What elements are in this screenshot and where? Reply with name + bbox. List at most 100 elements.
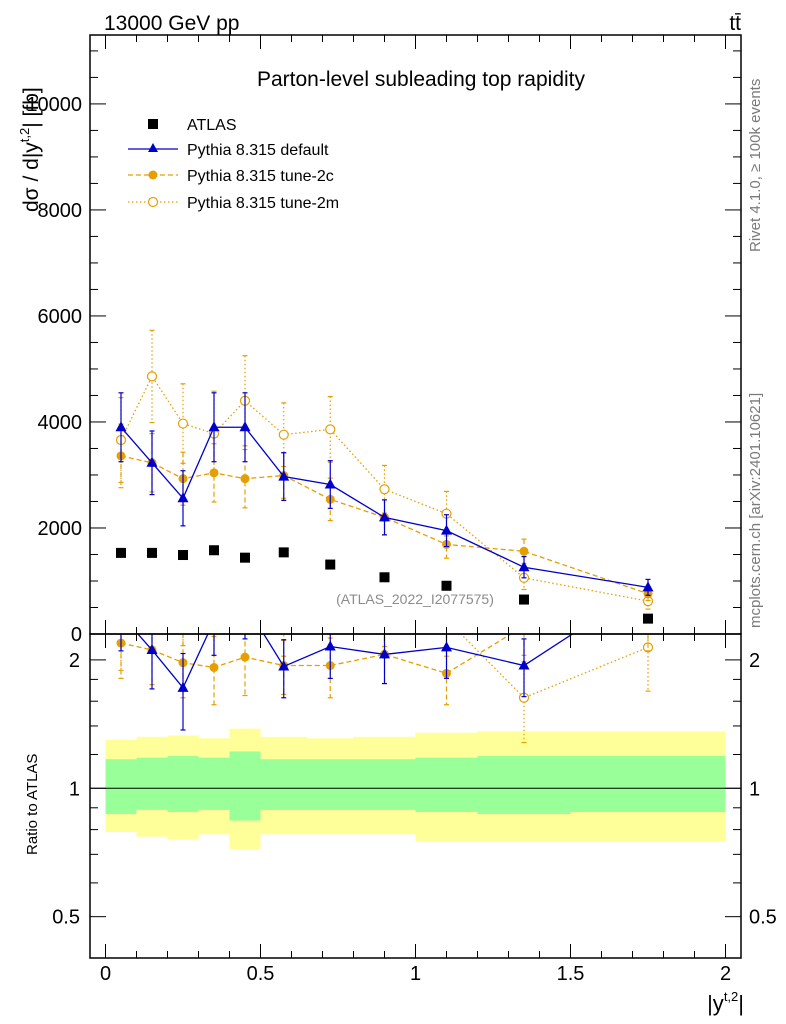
data-point bbox=[642, 581, 654, 592]
ratio-tick-label-right: 0.5 bbox=[749, 907, 777, 929]
data-point bbox=[116, 547, 126, 558]
axes: 0 0.5 1 1.5 2 0 2000 4000 6000 8000 10000 0.5 0.5 1 1 2… bbox=[26, 35, 777, 985]
y-axis-title-main: dσ / d|y bbox=[20, 142, 43, 212]
ratio-band-inner bbox=[136, 757, 168, 810]
data-point bbox=[379, 648, 390, 659]
series-line bbox=[460, 634, 649, 699]
legend-marker-atlas bbox=[148, 119, 158, 129]
ratio-tick-label-left: 0.5 bbox=[52, 907, 80, 929]
data-point bbox=[115, 421, 127, 432]
energy-label: 13000 GeV pp bbox=[104, 12, 239, 35]
legend-label-default: Pythia 8.315 default bbox=[187, 142, 329, 159]
data-point bbox=[208, 421, 220, 432]
data-point bbox=[146, 371, 158, 382]
ratio-axis-title: Ratio to ATLAS bbox=[24, 754, 41, 855]
data-point bbox=[209, 468, 219, 478]
data-point bbox=[519, 594, 529, 605]
ratio-band-inner bbox=[415, 757, 478, 812]
data-point bbox=[441, 641, 452, 652]
rivet-label: Rivet 4.1.0, ≥ 100k events bbox=[747, 79, 764, 252]
data-point bbox=[278, 547, 289, 558]
data-point bbox=[279, 619, 288, 628]
series-atlas-main bbox=[116, 545, 653, 624]
data-point bbox=[240, 598, 251, 608]
y-tick-label: 6000 bbox=[38, 306, 83, 328]
data-point bbox=[239, 421, 251, 432]
data-point bbox=[117, 622, 126, 631]
data-point bbox=[325, 559, 336, 570]
legend-marker-tune-2m bbox=[147, 196, 159, 208]
data-point bbox=[147, 547, 157, 558]
main-plot-area bbox=[115, 329, 654, 624]
legend-marker-default bbox=[148, 143, 158, 152]
y-axis-title-tail: | [fb] bbox=[20, 87, 43, 127]
data-point bbox=[241, 577, 250, 586]
data-point bbox=[326, 583, 335, 592]
data-point bbox=[518, 561, 530, 572]
analysis-id: (ATLAS_2022_I2077575) bbox=[336, 591, 494, 607]
ratio-band-inner bbox=[167, 756, 199, 812]
data-point bbox=[441, 580, 452, 591]
legend-label-tune-2c: Pythia 8.315 tune-2c bbox=[187, 168, 334, 185]
data-point bbox=[146, 643, 158, 654]
y-tick-label: 8000 bbox=[38, 200, 83, 222]
data-point bbox=[518, 659, 530, 670]
data-point bbox=[324, 478, 336, 489]
y-tick-label: 10000 bbox=[26, 94, 82, 116]
data-point bbox=[379, 484, 390, 495]
data-point bbox=[209, 545, 219, 556]
data-point bbox=[210, 622, 219, 631]
legend-item-tune-2c: Pythia 8.315 tune-2c bbox=[128, 168, 334, 185]
data-point bbox=[148, 569, 157, 578]
ratio-band-inner bbox=[105, 759, 137, 815]
data-point bbox=[643, 613, 653, 624]
process-label: tt̄ bbox=[729, 12, 741, 35]
legend-item-atlas: ATLAS bbox=[148, 117, 237, 134]
data-point bbox=[116, 609, 127, 619]
x-tick-label: 0 bbox=[100, 963, 111, 985]
x-axis-title-sup: t,2 bbox=[724, 989, 738, 1004]
data-point bbox=[177, 681, 189, 692]
legend-label-atlas: ATLAS bbox=[187, 117, 237, 134]
series-1-main bbox=[115, 392, 654, 596]
main-panel bbox=[115, 329, 654, 624]
ratio-band-inner bbox=[260, 759, 307, 810]
data-point bbox=[146, 456, 158, 467]
ratio-band-inner bbox=[353, 759, 416, 810]
data-point bbox=[278, 660, 290, 671]
data-point bbox=[178, 550, 188, 561]
data-point bbox=[209, 662, 219, 672]
y-tick-label: 4000 bbox=[38, 412, 83, 434]
data-point bbox=[379, 511, 390, 522]
ratio-tick-label-left: 1 bbox=[69, 778, 80, 800]
ratio-band-inner bbox=[570, 756, 726, 812]
legend-item-default: Pythia 8.315 default bbox=[128, 142, 329, 159]
ratio-tick-label-right: 2 bbox=[749, 650, 760, 672]
y-axis-title: dσ / d|yt,2| [fb] bbox=[17, 87, 43, 212]
ratio-band-inner bbox=[198, 757, 230, 810]
legend-label-tune-2m: Pythia 8.315 tune-2m bbox=[187, 195, 339, 212]
data-point bbox=[278, 429, 289, 440]
data-point bbox=[380, 610, 389, 619]
data-point bbox=[278, 470, 290, 481]
legend: ATLAS Pythia 8.315 default Pythia 8.315 … bbox=[128, 117, 339, 212]
legend-item-tune-2m: Pythia 8.315 tune-2m bbox=[128, 195, 339, 212]
data-point bbox=[209, 615, 220, 625]
x-tick-label: 1 bbox=[410, 963, 421, 985]
data-point bbox=[442, 615, 451, 624]
data-point bbox=[240, 474, 250, 484]
data-point bbox=[179, 603, 188, 612]
data-point bbox=[441, 524, 452, 535]
x-axis-title-main: |y bbox=[707, 991, 724, 1016]
ratio-band-inner bbox=[307, 759, 354, 810]
y-tick-label: 2000 bbox=[38, 518, 83, 540]
x-tick-label: 0.5 bbox=[247, 963, 275, 985]
x-tick-label: 2 bbox=[720, 963, 731, 985]
data-point bbox=[325, 424, 336, 435]
data-point bbox=[177, 418, 189, 429]
data-point bbox=[379, 572, 390, 583]
mcplots-label: mcplots.cern.ch [arXiv:2401.10621] bbox=[747, 393, 764, 628]
data-point bbox=[519, 546, 529, 556]
data-point bbox=[324, 640, 336, 651]
